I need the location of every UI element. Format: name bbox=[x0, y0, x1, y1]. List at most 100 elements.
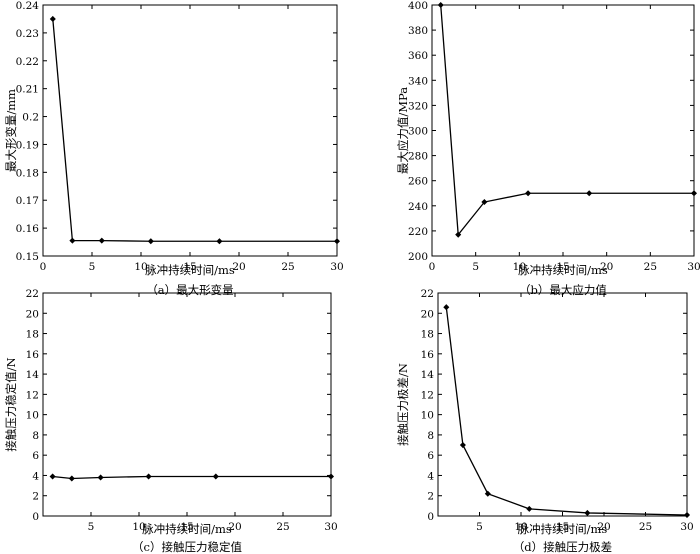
chart-b-ytick-label: 220 bbox=[408, 226, 428, 238]
chart-a-ylabel: 最大形变量/mm bbox=[4, 89, 18, 172]
chart-d-ytick-label: 2 bbox=[427, 491, 434, 503]
chart-b-xlabel: 脉冲持续时间/ms bbox=[518, 263, 608, 277]
chart-a-xtick-label: 0 bbox=[40, 261, 47, 273]
chart-c-ytick-label: 20 bbox=[26, 308, 39, 320]
chart-c-data-point bbox=[212, 473, 219, 480]
chart-d-ytick-label: 20 bbox=[421, 308, 434, 320]
chart-c-ytick-label: 8 bbox=[32, 430, 39, 442]
chart-d-data-point bbox=[459, 442, 466, 449]
chart-a-ytick-label: 0.24 bbox=[16, 0, 40, 12]
chart-b-series-line bbox=[440, 4, 694, 237]
chart-a-ytick-label: 0.15 bbox=[16, 251, 39, 263]
chart-a-xtick-label: 5 bbox=[89, 261, 96, 273]
chart-a-ytick-label: 0.18 bbox=[16, 167, 39, 179]
chart-c-ylabel: 接触压力稳定值/N bbox=[4, 357, 18, 451]
chart-d-ytick-label: 14 bbox=[421, 369, 435, 381]
chart-a-ytick-label: 0.2 bbox=[22, 112, 39, 124]
chart-b-ytick-label: 320 bbox=[408, 100, 428, 112]
chart-d-ytick-label: 12 bbox=[421, 389, 434, 401]
chart-d-ytick-label: 4 bbox=[427, 470, 434, 482]
chart-a-ytick-label: 0.22 bbox=[16, 56, 39, 68]
chart-c-data-point bbox=[327, 473, 335, 480]
chart-b-xtick-label: 10 bbox=[513, 261, 526, 273]
chart-b-xtick-label: 5 bbox=[472, 261, 479, 273]
chart-d-series-line bbox=[445, 307, 688, 516]
chart-a-ytick-label: 0.23 bbox=[16, 28, 39, 40]
chart-a-xtick-label: 25 bbox=[281, 261, 294, 273]
chart-c-xtick-label: 25 bbox=[276, 521, 289, 533]
chart-d-caption: （d）接触压力极差 bbox=[513, 540, 612, 554]
chart-a-xtick-label: 15 bbox=[183, 261, 196, 273]
chart-b-ytick-label: 240 bbox=[408, 201, 428, 213]
chart-b-ytick-label: 200 bbox=[408, 251, 428, 263]
chart-c-series-line bbox=[52, 475, 331, 480]
chart-c-ytick-label: 6 bbox=[32, 450, 39, 462]
chart-b-xtick-label: 0 bbox=[429, 261, 436, 273]
chart-b-xtick-label: 30 bbox=[687, 261, 700, 273]
chart-c-ytick-label: 10 bbox=[26, 410, 39, 422]
chart-d-ytick-label: 0 bbox=[427, 511, 434, 523]
chart-d-ytick-label: 16 bbox=[421, 349, 435, 361]
chart-d: 5 10 15 20 25 30 0 2 4 6 8 10 12 14 16 18 20 22 脉冲持续时间/ms 接… bbox=[396, 288, 694, 554]
chart-b-ytick-label: 260 bbox=[408, 176, 428, 188]
chart-c-frame bbox=[42, 292, 332, 517]
chart-b-ytick-label: 380 bbox=[408, 25, 428, 37]
chart-d-xtick-label: 30 bbox=[680, 521, 693, 533]
chart-c-xtick-label: 30 bbox=[324, 521, 337, 533]
chart-b: 0 5 10 15 20 25 30 200 220 240 260 280 300 320 340 360 3… bbox=[396, 0, 700, 297]
chart-a-data-point bbox=[333, 238, 341, 245]
chart-c-xtick-label: 20 bbox=[228, 521, 241, 533]
chart-c-xtick-label: 5 bbox=[88, 521, 95, 533]
chart-d-data-point bbox=[484, 490, 491, 497]
chart-a-data-point bbox=[216, 238, 223, 245]
chart-b-ytick-label: 300 bbox=[408, 126, 428, 138]
chart-d-xlabel: 脉冲持续时间/ms bbox=[518, 522, 608, 536]
chart-b-ytick-label: 280 bbox=[408, 151, 428, 163]
chart-b-ytick-label: 360 bbox=[408, 50, 428, 62]
chart-c-ytick-label: 22 bbox=[26, 288, 39, 300]
chart-b-data-point bbox=[455, 231, 462, 238]
chart-c-caption: （c）接触压力稳定值 bbox=[132, 540, 242, 554]
chart-b-caption: （b）最大应力值 bbox=[519, 283, 607, 297]
chart-d-data-point bbox=[526, 505, 533, 512]
chart-c-data-point bbox=[145, 473, 152, 480]
chart-b-ylabel: 最大应力值/MPa bbox=[396, 87, 410, 174]
chart-a-xtick-label: 10 bbox=[134, 261, 147, 273]
chart-d-data-point bbox=[584, 509, 591, 516]
chart-d-ytick-label: 6 bbox=[427, 450, 434, 462]
chart-b-ytick-label: 400 bbox=[408, 0, 428, 12]
chart-b-data-point bbox=[437, 1, 444, 9]
chart-d-ylabel: 接触压力极差/N bbox=[396, 363, 410, 446]
chart-c-xtick-label: 15 bbox=[180, 521, 193, 533]
chart-a-ytick-label: 0.19 bbox=[16, 139, 39, 151]
chart-a-caption: （a）最大形变量 bbox=[146, 283, 233, 297]
chart-a-ytick-label: 0.17 bbox=[16, 195, 39, 207]
chart-a-ytick-label: 0.16 bbox=[16, 223, 40, 235]
chart-d-data-point bbox=[683, 511, 691, 519]
chart-a-data-point bbox=[69, 237, 76, 244]
chart-d-ytick-label: 8 bbox=[427, 430, 434, 442]
chart-d-ytick-label: 18 bbox=[421, 329, 434, 341]
chart-c-data-point bbox=[68, 475, 75, 482]
chart-d-xtick-label: 15 bbox=[556, 521, 569, 533]
chart-b-ytick-label: 340 bbox=[408, 75, 428, 87]
chart-c: 5 10 15 20 25 30 0 2 4 6 8 10 12 14 16 18 20 22 脉冲持续时间/ms 接… bbox=[4, 288, 338, 554]
chart-b-xtick-label: 20 bbox=[600, 261, 613, 273]
chart-c-ytick-label: 18 bbox=[26, 329, 39, 341]
chart-d-ytick-label: 10 bbox=[421, 410, 434, 422]
chart-d-xtick-label: 25 bbox=[639, 521, 652, 533]
chart-a-frame bbox=[42, 4, 338, 257]
chart-d-ytick-label: 22 bbox=[421, 288, 434, 300]
chart-a-data-point bbox=[98, 237, 105, 244]
chart-c-ytick-label: 2 bbox=[32, 491, 39, 503]
chart-c-ytick-label: 14 bbox=[26, 369, 40, 381]
chart-c-data-point bbox=[49, 473, 56, 480]
chart-c-ytick-label: 16 bbox=[26, 349, 40, 361]
chart-c-xlabel: 脉冲持续时间/ms bbox=[142, 522, 232, 536]
chart-b-xtick-label: 15 bbox=[556, 261, 569, 273]
chart-b-xtick-label: 25 bbox=[644, 261, 657, 273]
chart-c-ytick-label: 12 bbox=[26, 389, 39, 401]
chart-a-ytick-label: 0.21 bbox=[16, 84, 39, 96]
chart-a-xtick-label: 20 bbox=[232, 261, 245, 273]
